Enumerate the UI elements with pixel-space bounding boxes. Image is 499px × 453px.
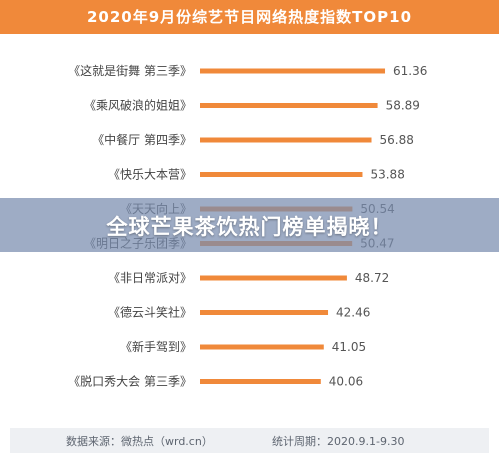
category-label: 《快乐大本营》	[108, 168, 192, 182]
category-label: 《新手驾到》	[120, 339, 192, 354]
value-label: 58.89	[386, 99, 420, 113]
category-label: 《非日常派对》	[108, 271, 192, 285]
bar	[200, 68, 386, 74]
bar	[200, 103, 378, 108]
title-bar: 2020年9月份综艺节目网络热度指数TOP10	[0, 0, 499, 34]
banner-text: 全球芒果茶饮热门榜单揭晓！	[106, 215, 393, 239]
value-label: 48.72	[355, 271, 389, 285]
value-label: 56.88	[380, 133, 414, 147]
category-label: 《德云斗笑社》	[108, 305, 192, 320]
footer-bar: 数据来源：微热点（wrd.cn） 统计周期：2020.9.1-9.30	[10, 428, 489, 453]
category-label: 《中餐厅 第四季》	[92, 132, 192, 147]
bar	[200, 344, 324, 350]
bar	[200, 275, 347, 281]
value-label: 53.88	[370, 168, 404, 182]
bar	[200, 310, 329, 315]
category-label: 《这就是街舞 第三季》	[68, 63, 192, 78]
data-source-text: 数据来源：微热点（wrd.cn）	[66, 435, 213, 448]
category-label: 《乘风破浪的姐姐》	[84, 98, 192, 113]
bar	[200, 137, 372, 143]
chart-title: 2020年9月份综艺节目网络热度指数TOP10	[86, 8, 413, 26]
value-label: 61.36	[393, 64, 427, 78]
category-label: 《脱口秀大会 第三季》	[68, 374, 192, 389]
bar	[200, 172, 363, 177]
value-label: 40.06	[329, 375, 363, 389]
value-label: 42.46	[336, 306, 370, 320]
statistics-period-text: 统计周期：2020.9.1-9.30	[272, 435, 405, 448]
value-label: 41.05	[332, 340, 366, 354]
overlay-banner: 全球芒果茶饮热门榜单揭晓！	[0, 198, 499, 252]
bar	[200, 379, 321, 384]
